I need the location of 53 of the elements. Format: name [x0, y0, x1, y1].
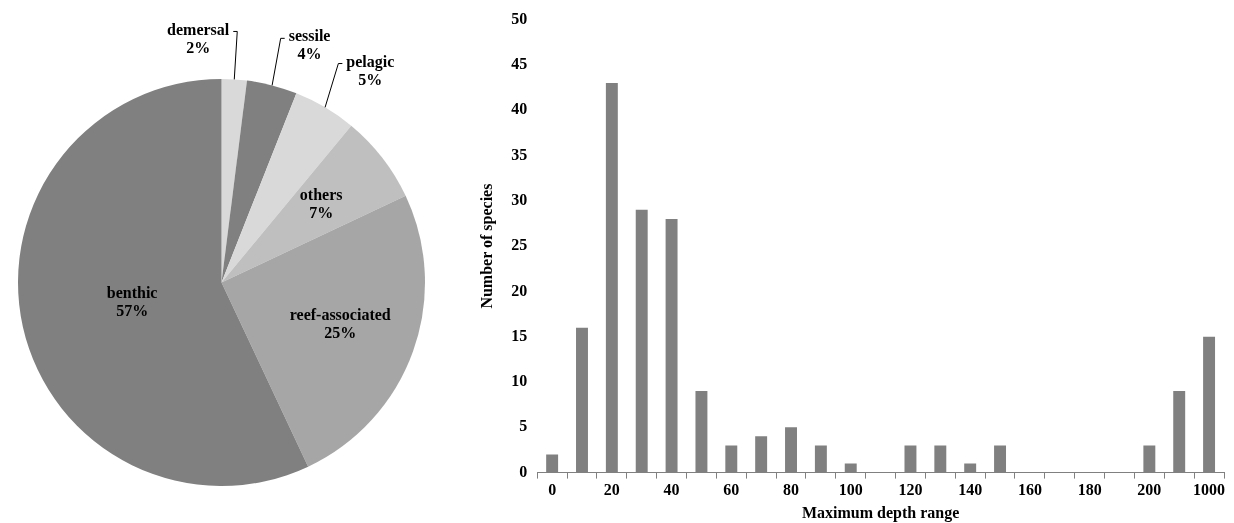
- data-label: 25%: [324, 324, 357, 342]
- data-label: 2%: [186, 38, 211, 56]
- slice-label: demersal: [167, 20, 230, 38]
- x-tick-label: 20: [603, 481, 620, 499]
- x-tick-label: 1000: [1193, 481, 1226, 499]
- bar: [904, 445, 917, 473]
- x-tick-label: 80: [783, 481, 800, 499]
- slice-label: sessile: [288, 27, 331, 45]
- bar: [934, 445, 947, 473]
- x-tick-label: 200: [1137, 481, 1162, 499]
- bar: [1203, 336, 1216, 473]
- x-tick-label: 120: [898, 481, 923, 499]
- x-tick-label: 60: [723, 481, 740, 499]
- y-tick-label: 25: [511, 236, 528, 254]
- y-tick-label: 50: [511, 9, 528, 27]
- bar: [635, 209, 648, 473]
- bar: [546, 454, 559, 473]
- slice-label: benthic: [106, 283, 158, 301]
- y-tick-label: 20: [511, 281, 528, 299]
- bar: [665, 218, 678, 473]
- bar: [605, 83, 618, 473]
- x-tick-label: 100: [838, 481, 863, 499]
- bar: [814, 445, 827, 473]
- x-tick-label: 160: [1017, 481, 1042, 499]
- y-tick-label: 40: [511, 100, 528, 118]
- bar: [755, 436, 768, 473]
- bar: [576, 327, 588, 473]
- bar: [695, 391, 708, 473]
- y-tick-label: 35: [511, 145, 528, 163]
- data-label: 57%: [116, 301, 149, 319]
- x-tick-label: 40: [663, 481, 680, 499]
- x-tick-label: 180: [1077, 481, 1102, 499]
- x-axis-title: Maximum depth range: [801, 503, 960, 522]
- bar: [1143, 445, 1156, 473]
- bar: [1173, 391, 1186, 473]
- bar: [994, 445, 1007, 473]
- data-label: 4%: [297, 45, 322, 63]
- x-tick-label: 0: [548, 481, 557, 499]
- data-label: 7%: [309, 204, 334, 222]
- slice-label: pelagic: [346, 52, 395, 71]
- y-axis-title: Number of species: [477, 183, 496, 309]
- y-tick-label: 10: [511, 372, 528, 390]
- slice-label: others: [299, 186, 343, 204]
- y-tick-label: 45: [511, 55, 528, 73]
- bar: [785, 427, 797, 473]
- y-tick-label: 0: [519, 462, 528, 480]
- slice-label: reef-associated: [289, 306, 391, 324]
- y-tick-label: 30: [511, 190, 528, 208]
- y-tick-label: 5: [519, 417, 528, 435]
- bar: [725, 445, 738, 473]
- y-tick-label: 15: [511, 326, 528, 344]
- x-tick-label: 140: [958, 481, 983, 499]
- data-label: 5%: [358, 70, 383, 88]
